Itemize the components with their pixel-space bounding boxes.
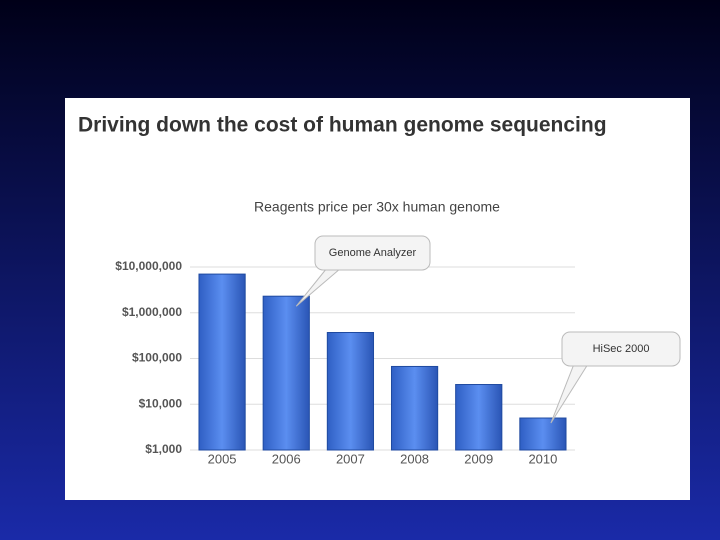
annotation: Genome Analyzer [329,247,417,259]
x-tick-label: 2010 [528,451,557,466]
bar [262,295,310,451]
annotation: HiSec 2000 [593,343,650,355]
x-tick-label: 2006 [272,451,301,466]
bar [198,273,246,451]
callout-box [561,331,681,367]
y-tick-label: $10,000,000 [115,259,182,273]
x-tick-label: 2007 [336,451,365,466]
y-tick-label: $1,000 [145,442,182,456]
y-tick-label: $100,000 [132,351,182,365]
bar [455,384,503,451]
y-tick-label: $1,000,000 [122,305,182,319]
y-tick-label: $10,000 [139,396,183,410]
x-tick-label: 2009 [464,451,493,466]
chart-subtitle: Reagents price per 30x human genome [254,199,500,215]
chart-title: Driving down the cost of human genome se… [78,114,607,137]
x-tick-label: 2005 [208,451,237,466]
bar [519,417,567,451]
bar [390,365,439,451]
panel [65,98,690,500]
callout-box [314,235,431,271]
x-tick-label: 2008 [400,451,429,466]
bar [326,332,375,451]
